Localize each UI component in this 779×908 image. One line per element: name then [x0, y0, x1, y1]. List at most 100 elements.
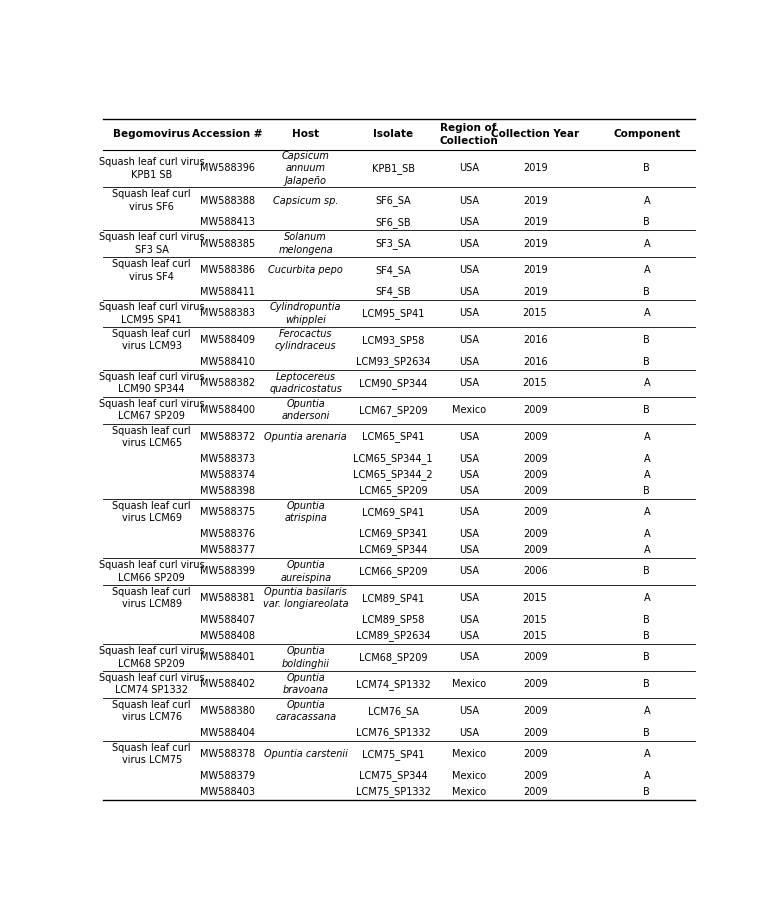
Text: LCM93_SP2634: LCM93_SP2634 [356, 356, 431, 367]
Text: Squash leaf curl
virus LCM89: Squash leaf curl virus LCM89 [112, 587, 191, 609]
Text: B: B [643, 217, 650, 227]
Text: LCM65_SP344_1: LCM65_SP344_1 [354, 453, 433, 464]
Text: 2009: 2009 [523, 453, 548, 463]
Text: 2015: 2015 [523, 615, 548, 625]
Text: B: B [643, 357, 650, 367]
Text: USA: USA [459, 163, 478, 173]
Text: Opuntia carstenii: Opuntia carstenii [264, 749, 347, 759]
Text: Cylindropuntia
whipplei: Cylindropuntia whipplei [270, 302, 341, 325]
Text: USA: USA [459, 357, 478, 367]
Text: 2019: 2019 [523, 217, 548, 227]
Text: SF3_SA: SF3_SA [375, 238, 411, 249]
Text: MW588379: MW588379 [199, 771, 255, 781]
Text: MW588401: MW588401 [199, 652, 255, 662]
Text: MW588409: MW588409 [199, 335, 255, 345]
Text: Opuntia
bravoana: Opuntia bravoana [283, 673, 329, 696]
Text: Opuntia arenaria: Opuntia arenaria [264, 432, 347, 442]
Text: MW588380: MW588380 [199, 706, 255, 716]
Text: MW588400: MW588400 [199, 405, 255, 415]
Text: MW588410: MW588410 [199, 357, 255, 367]
Text: 2019: 2019 [523, 239, 548, 249]
Text: Collection Year: Collection Year [491, 130, 579, 140]
Text: Squash leaf curl virus
LCM95 SP41: Squash leaf curl virus LCM95 SP41 [99, 302, 205, 325]
Text: Squash leaf curl
virus LCM76: Squash leaf curl virus LCM76 [112, 700, 191, 722]
Text: USA: USA [459, 528, 478, 538]
Text: LCM75_SP41: LCM75_SP41 [362, 748, 425, 759]
Text: B: B [643, 615, 650, 625]
Text: MW588375: MW588375 [199, 508, 255, 518]
Text: KPB1_SB: KPB1_SB [372, 163, 414, 173]
Text: LCM68_SP209: LCM68_SP209 [359, 652, 428, 663]
Text: Squash leaf curl virus
LCM74 SP1332: Squash leaf curl virus LCM74 SP1332 [99, 673, 205, 696]
Text: A: A [643, 469, 650, 479]
Text: LCM67_SP209: LCM67_SP209 [359, 405, 428, 416]
Text: 2015: 2015 [523, 631, 548, 641]
Text: A: A [643, 749, 650, 759]
Text: Squash leaf curl virus
SF3 SA: Squash leaf curl virus SF3 SA [99, 232, 205, 255]
Text: MW588411: MW588411 [199, 287, 255, 297]
Text: Opuntia
andersoni: Opuntia andersoni [281, 399, 330, 421]
Text: A: A [643, 453, 650, 463]
Text: Squash leaf curl
virus LCM65: Squash leaf curl virus LCM65 [112, 426, 191, 449]
Text: MW588374: MW588374 [199, 469, 255, 479]
Text: 2019: 2019 [523, 195, 548, 205]
Text: B: B [643, 679, 650, 689]
Text: Opuntia
aureispina: Opuntia aureispina [280, 560, 331, 583]
Text: Host: Host [292, 130, 319, 140]
Text: MW588386: MW588386 [199, 265, 255, 275]
Text: LCM76_SP1332: LCM76_SP1332 [356, 727, 431, 738]
Text: USA: USA [459, 453, 478, 463]
Text: LCM89_SP41: LCM89_SP41 [362, 593, 425, 604]
Text: USA: USA [459, 545, 478, 555]
Text: LCM95_SP41: LCM95_SP41 [362, 308, 425, 319]
Text: 2019: 2019 [523, 163, 548, 173]
Text: USA: USA [459, 567, 478, 577]
Text: MW588407: MW588407 [199, 615, 255, 625]
Text: LCM75_SP344: LCM75_SP344 [359, 770, 428, 781]
Text: A: A [643, 239, 650, 249]
Text: Squash leaf curl virus
KPB1 SB: Squash leaf curl virus KPB1 SB [99, 157, 205, 180]
Text: MW588403: MW588403 [199, 786, 255, 796]
Text: B: B [643, 163, 650, 173]
Text: 2009: 2009 [523, 786, 548, 796]
Text: USA: USA [459, 727, 478, 737]
Text: USA: USA [459, 652, 478, 662]
Text: USA: USA [459, 486, 478, 496]
Text: MW588382: MW588382 [199, 379, 255, 389]
Text: MW588381: MW588381 [199, 593, 255, 603]
Text: 2009: 2009 [523, 679, 548, 689]
Text: Begomovirus: Begomovirus [113, 130, 190, 140]
Text: B: B [643, 631, 650, 641]
Text: SF6_SA: SF6_SA [375, 195, 411, 206]
Text: USA: USA [459, 239, 478, 249]
Text: B: B [643, 405, 650, 415]
Text: B: B [643, 486, 650, 496]
Text: 2009: 2009 [523, 749, 548, 759]
Text: Opuntia
caracassana: Opuntia caracassana [275, 700, 337, 722]
Text: USA: USA [459, 432, 478, 442]
Text: Mexico: Mexico [452, 786, 486, 796]
Text: USA: USA [459, 379, 478, 389]
Text: A: A [643, 265, 650, 275]
Text: 2016: 2016 [523, 357, 548, 367]
Text: 2009: 2009 [523, 545, 548, 555]
Text: Mexico: Mexico [452, 749, 486, 759]
Text: MW588372: MW588372 [199, 432, 255, 442]
Text: 2009: 2009 [523, 706, 548, 716]
Text: A: A [643, 545, 650, 555]
Text: LCM89_SP58: LCM89_SP58 [362, 615, 425, 626]
Text: 2009: 2009 [523, 469, 548, 479]
Text: 2009: 2009 [523, 652, 548, 662]
Text: Squash leaf curl virus
LCM90 SP344: Squash leaf curl virus LCM90 SP344 [99, 372, 205, 394]
Text: MW588388: MW588388 [199, 195, 255, 205]
Text: LCM90_SP344: LCM90_SP344 [359, 378, 428, 389]
Text: MW588378: MW588378 [199, 749, 255, 759]
Text: Mexico: Mexico [452, 771, 486, 781]
Text: Cucurbita pepo: Cucurbita pepo [268, 265, 343, 275]
Text: LCM69_SP344: LCM69_SP344 [359, 545, 428, 556]
Text: A: A [643, 309, 650, 319]
Text: Solanum
melongena: Solanum melongena [278, 232, 333, 255]
Text: Squash leaf curl virus
LCM66 SP209: Squash leaf curl virus LCM66 SP209 [99, 560, 205, 583]
Text: Opuntia basilaris
var. longiareolata: Opuntia basilaris var. longiareolata [263, 587, 348, 609]
Text: LCM65_SP41: LCM65_SP41 [362, 431, 425, 442]
